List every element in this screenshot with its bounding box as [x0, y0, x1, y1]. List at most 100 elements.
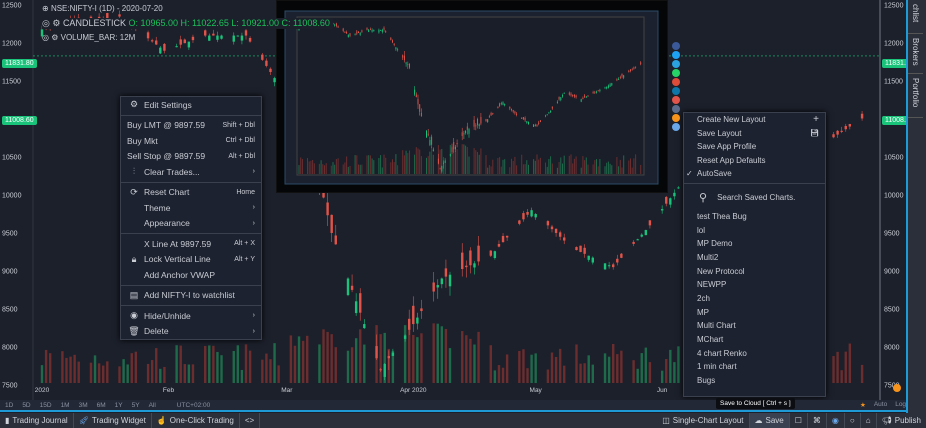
volume-bar [582, 156, 584, 174]
timeframe-1y[interactable]: 1Y [114, 401, 123, 409]
saved-chart-item[interactable]: New Protocol [697, 266, 745, 276]
timeframe-utc+02:00[interactable]: UTC+02:00 [176, 401, 211, 409]
volume-bar [326, 331, 329, 383]
save-button[interactable]: ☁ Save [749, 413, 790, 428]
zoom-icon[interactable]: ⊕ [42, 4, 51, 13]
hotkeys-button[interactable]: ⌘ [808, 413, 827, 428]
snapshot-button[interactable]: ◉ [827, 413, 845, 428]
saved-chart-item[interactable]: MChart [697, 335, 724, 345]
menu-add-anchor-vwap[interactable]: Add Anchor VWAP [144, 269, 216, 280]
volume-bar [550, 156, 552, 174]
candle-body [597, 90, 599, 92]
menu-edit-settings[interactable]: ⚙ Edit Settings [121, 97, 261, 113]
volume-bar [122, 359, 125, 383]
trading-journal-button[interactable]: ▮ Trading Journal [0, 413, 74, 428]
price-tick-left: 9000 [2, 268, 18, 275]
saved-chart-item[interactable]: Multi2 [697, 252, 719, 262]
volume-bar [487, 167, 489, 174]
share-icon[interactable] [672, 69, 680, 77]
candle-body [475, 125, 477, 127]
chevron-right-icon: › [252, 312, 255, 320]
settings-button[interactable]: ○ [845, 413, 861, 428]
menu-buy-mkt[interactable]: Buy Mkt Ctrl + Dbl [127, 135, 255, 146]
menu-create-layout[interactable]: Create New Layout + [697, 114, 819, 126]
price-tick-left: 8500 [2, 306, 18, 313]
share-icon[interactable] [672, 105, 680, 113]
volume-bar [89, 362, 93, 383]
candle-body [644, 230, 648, 236]
tab-portfolio[interactable]: Portfolio [908, 74, 923, 118]
menu-delete[interactable]: 🗑︎ Delete › [128, 325, 255, 337]
menu-sell-stop[interactable]: Sell Stop @ 9897.59 Alt + Dbl [127, 151, 255, 162]
timeframe-15d[interactable]: 15D [39, 401, 52, 409]
tab-watchlist[interactable]: chlist [908, 0, 923, 34]
timeframe-6m[interactable]: 6M [96, 401, 106, 409]
timeframe-1m[interactable]: 1M [60, 401, 70, 409]
saved-chart-item[interactable]: NEWPP [697, 280, 727, 290]
trading-widget-button[interactable]: 🚀︎ Trading Widget [74, 413, 152, 428]
menu-hide-unhide[interactable]: ◉ Hide/Unhide › [121, 308, 261, 324]
saved-chart-item[interactable]: 2ch [697, 293, 710, 303]
menu-x-line[interactable]: X Line At 9897.59 Alt + X [144, 238, 255, 249]
volume-bar [300, 157, 302, 174]
volume-bar [611, 165, 613, 174]
candle-body [356, 31, 358, 34]
menu-appearance[interactable]: Appearance › [144, 218, 255, 229]
fullscreen-button[interactable]: ☐ [790, 413, 808, 428]
saved-chart-item[interactable]: lol [697, 225, 706, 235]
menu-reset-chart[interactable]: ⟳ Reset Chart Home [121, 185, 261, 201]
menu-save-layout[interactable]: Save Layout 💾︎ [697, 128, 819, 138]
candle-body [501, 235, 505, 243]
volume-bar [477, 331, 480, 383]
candle-body [570, 93, 572, 96]
candle-body [560, 97, 562, 100]
search-saved-charts[interactable]: ⚲ Search Saved Charts. [699, 192, 796, 204]
menu-save-app-profile[interactable]: Save App Profile [697, 142, 757, 152]
tab-brokers[interactable]: Brokers [908, 34, 923, 74]
alert-dot[interactable] [893, 384, 901, 392]
one-click-trading-button[interactable]: ☝ One-Click Trading [152, 413, 240, 428]
eye-icon[interactable]: ◎ ⚙ [42, 18, 63, 28]
menu-buy-lmt[interactable]: Buy LMT @ 9897.59 Shift + Dbl [127, 120, 255, 131]
share-icon[interactable] [672, 123, 680, 131]
menu-theme[interactable]: Theme › [144, 202, 255, 213]
menu-add-to-watchlist[interactable]: ▤ Add NIFTY-I to watchlist [121, 288, 261, 304]
code-button[interactable]: <> [240, 413, 261, 428]
share-icon[interactable] [672, 96, 680, 104]
menu-reset-app-defaults[interactable]: Reset App Defaults [697, 155, 766, 165]
menu-lock-vertical-line[interactable]: 🔒︎ Lock Vertical Line Alt + Y [121, 252, 261, 268]
publish-button[interactable]: 📢︎ Publish [881, 416, 921, 425]
candle-body [444, 268, 448, 277]
menu-autosave[interactable]: ✓ AutoSave [686, 169, 732, 179]
saved-chart-item[interactable]: Multi Chart [697, 321, 736, 331]
share-icon[interactable] [672, 114, 680, 122]
volume-bar [597, 166, 599, 174]
timeframe-1d[interactable]: 1D [5, 401, 14, 409]
saved-chart-item[interactable]: 1 min chart [697, 362, 737, 372]
volume-bar [466, 146, 468, 174]
saved-chart-item[interactable]: test Thea Bug [697, 211, 747, 221]
share-icon[interactable] [672, 42, 680, 50]
candle-body [454, 146, 456, 150]
candle-body [465, 130, 467, 133]
volume-bar [449, 145, 451, 174]
volume-bar [534, 353, 537, 383]
bank-icon[interactable]: ⌂ [861, 413, 877, 428]
volume-bar [453, 149, 455, 174]
single-chart-layout-button[interactable]: ◫ Single-Chart Layout [657, 413, 750, 428]
share-icon[interactable] [672, 51, 680, 59]
saved-chart-item[interactable]: 4 chart Renko [697, 348, 747, 358]
timeframe-5d[interactable]: 5D [22, 401, 31, 409]
share-icon[interactable] [672, 60, 680, 68]
timeframe-5y[interactable]: 5Y [131, 401, 140, 409]
saved-chart-item[interactable]: MP [697, 307, 709, 317]
saved-chart-item[interactable]: Bugs [697, 376, 716, 386]
saved-chart-item[interactable]: MP Demo [697, 239, 733, 249]
share-icon[interactable] [672, 78, 680, 86]
share-icon[interactable] [672, 87, 680, 95]
timeframe-all[interactable]: All [148, 401, 156, 409]
volume-bar [324, 165, 325, 174]
menu-clear-trades[interactable]: ⫶ Clear Trades... › [121, 164, 261, 180]
timeframe-3m[interactable]: 3M [78, 401, 88, 409]
candle-body [419, 104, 421, 112]
